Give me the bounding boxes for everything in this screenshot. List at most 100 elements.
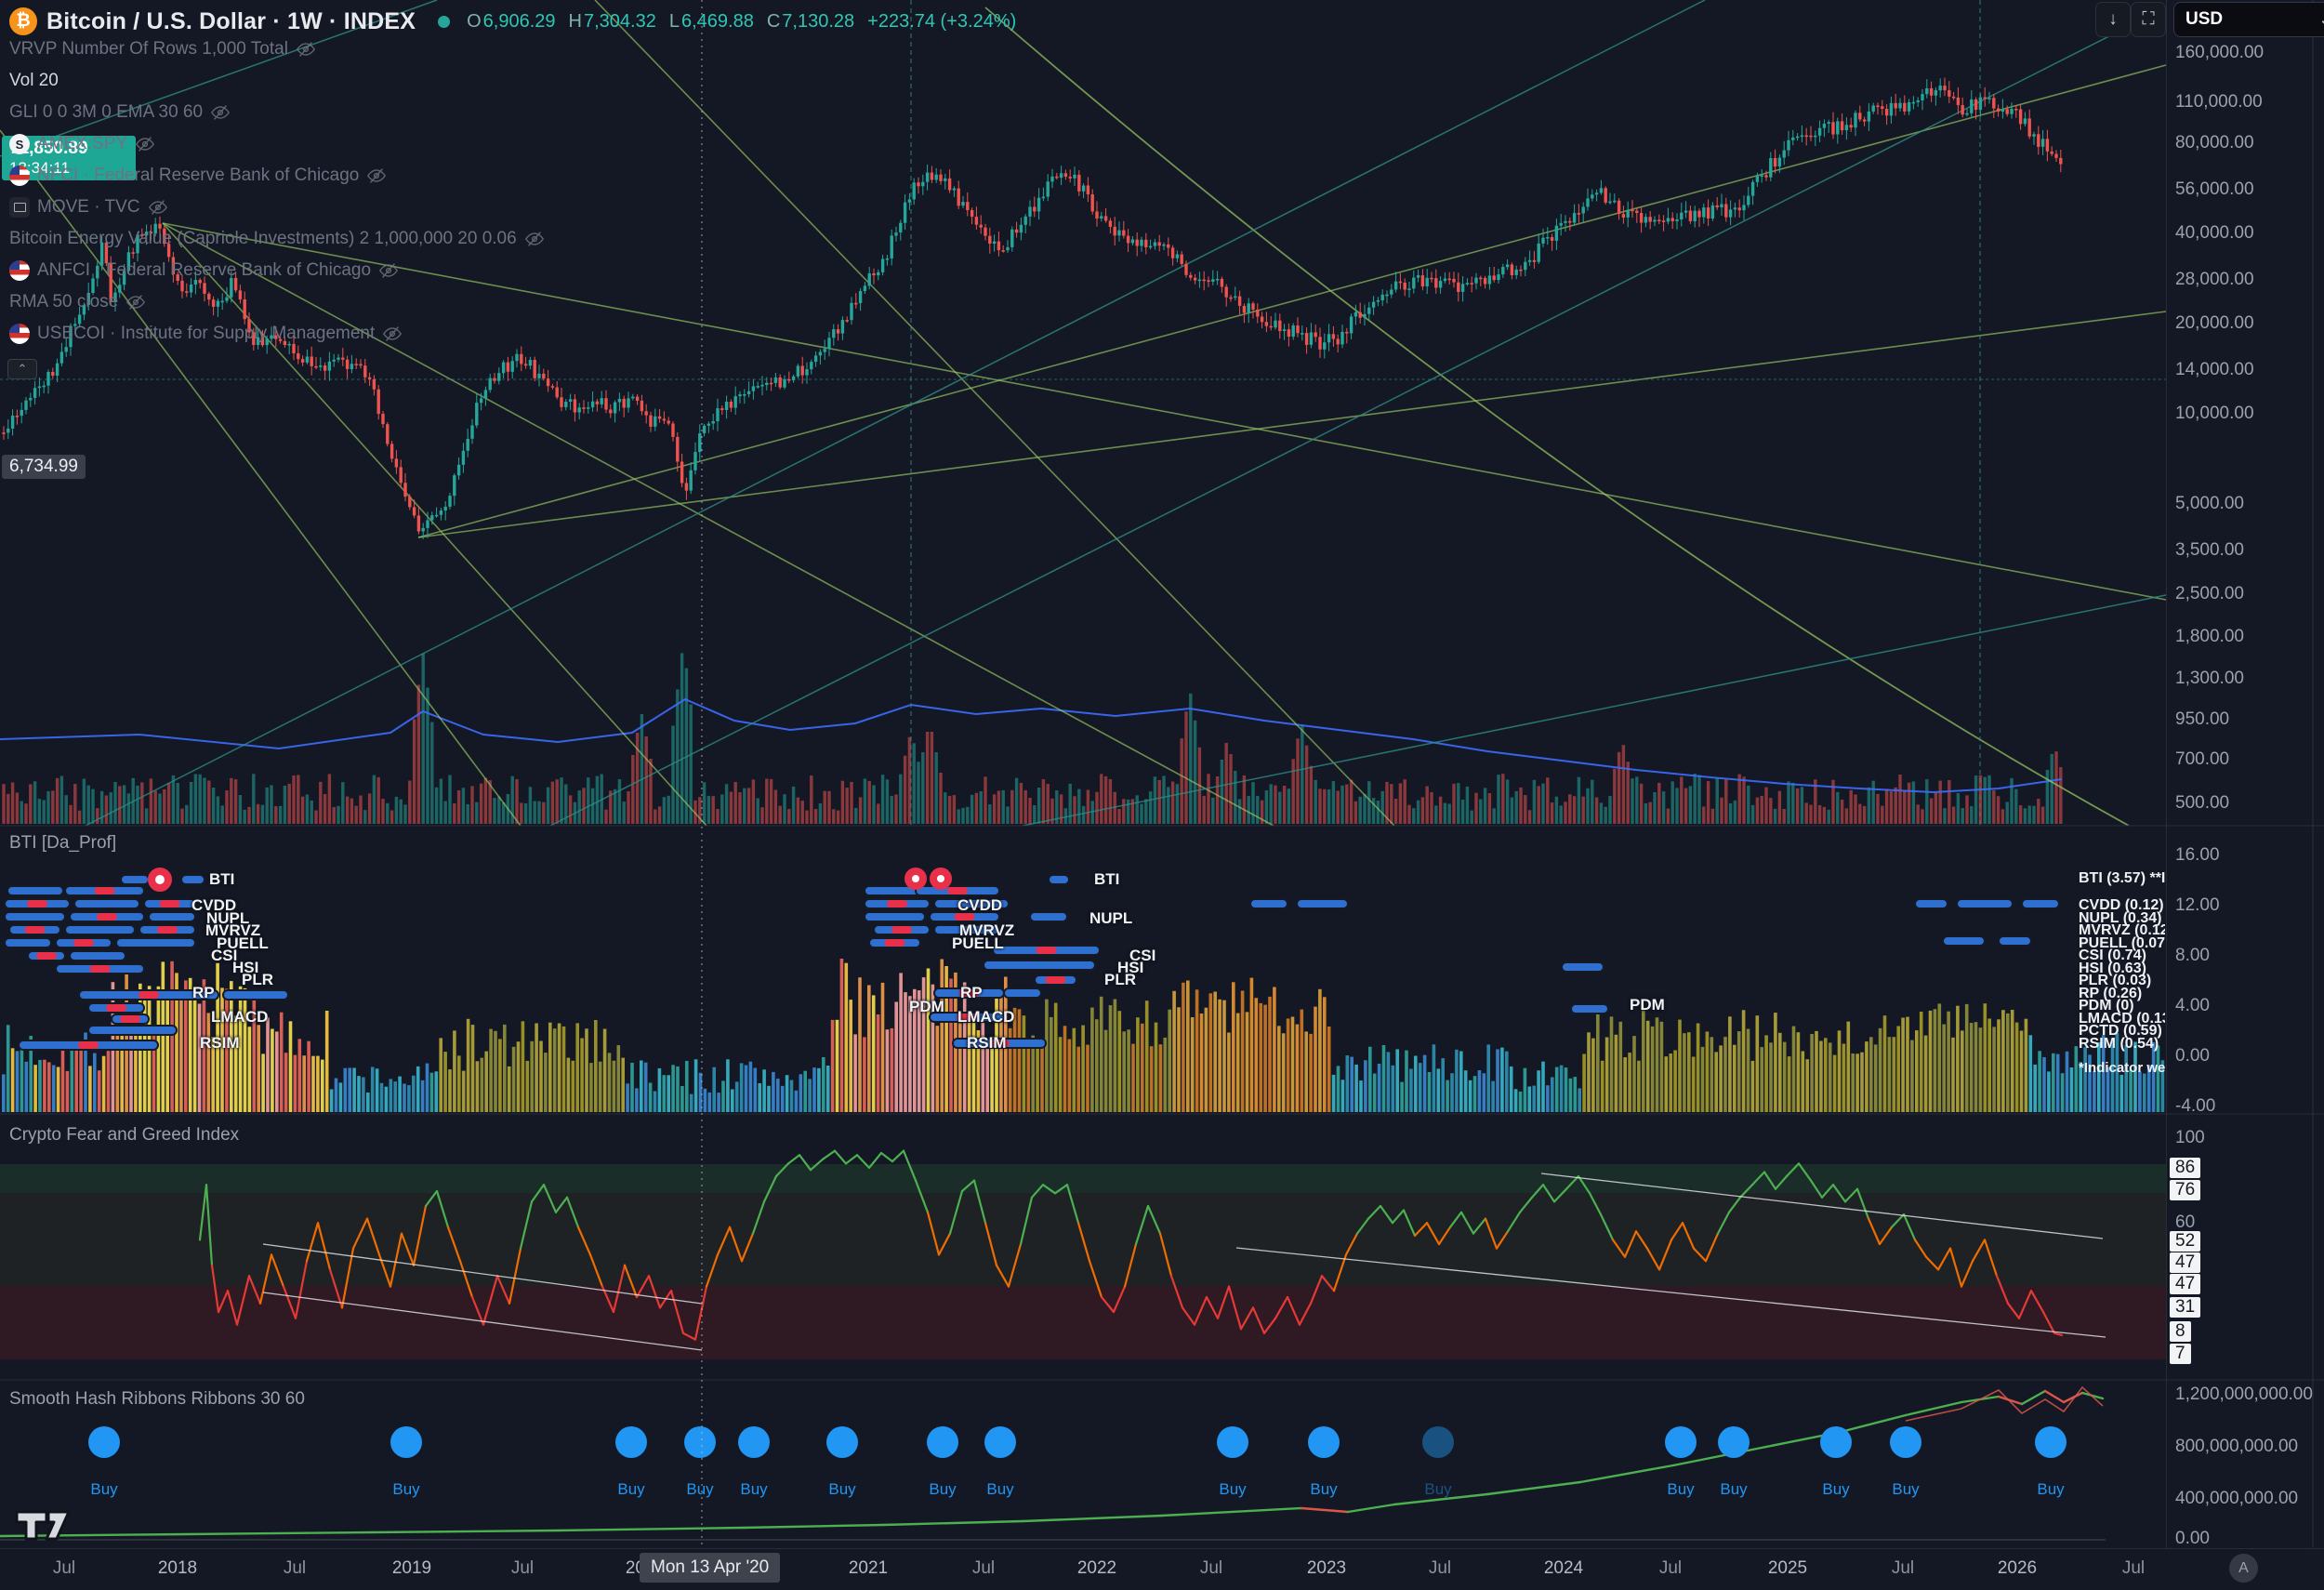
- fear-greed-segment: [205, 1184, 214, 1266]
- eye-off-icon[interactable]: [135, 134, 155, 154]
- buy-signal-icon[interactable]: [1820, 1426, 1852, 1458]
- fear-greed-pane-title[interactable]: Crypto Fear and Greed Index: [9, 1125, 240, 1145]
- eye-off-icon[interactable]: [366, 166, 387, 186]
- candle-body: [434, 514, 439, 517]
- volume-bar: [1117, 809, 1121, 824]
- trend-line[interactable]: [549, 7, 2167, 827]
- fg-trend-line[interactable]: [1540, 1173, 2104, 1239]
- fan-line[interactable]: [0, 129, 522, 827]
- bti-bar: [179, 997, 183, 1112]
- trend-line[interactable]: [0, 0, 438, 157]
- price-axis[interactable]: [2166, 0, 2324, 1590]
- currency-dropdown[interactable]: USD ⌄: [2173, 2, 2324, 37]
- buy-signal-icon[interactable]: [615, 1426, 647, 1458]
- volume-bar: [912, 743, 916, 824]
- volume-bar: [1532, 779, 1537, 824]
- fear-greed-segment: [400, 1232, 416, 1266]
- indicator-row[interactable]: Vol 20: [9, 71, 59, 91]
- indicator-row[interactable]: Bitcoin Energy Value (Capriole Investmen…: [9, 229, 545, 249]
- hash-ribbons-pane-title[interactable]: Smooth Hash Ribbons Ribbons 30 60: [9, 1389, 305, 1409]
- fan-line[interactable]: [162, 222, 2167, 601]
- buy-signal-icon[interactable]: [1308, 1426, 1340, 1458]
- symbol-title[interactable]: Bitcoin / U.S. Dollar · 1W · INDEX: [46, 7, 416, 34]
- fear-greed-segment: [1262, 1317, 1277, 1334]
- fg-trend-line[interactable]: [262, 1292, 703, 1351]
- indicator-row[interactable]: ANFCI · Federal Reserve Bank of Chicago: [9, 260, 399, 281]
- fg-level-label: 86: [2170, 1158, 2201, 1178]
- bti-pane-title[interactable]: BTI [Da_Prof]: [9, 833, 117, 853]
- eye-off-icon[interactable]: [125, 292, 146, 312]
- eye-off-icon[interactable]: [210, 102, 231, 123]
- indicator-row[interactable]: MOVE · TVC: [9, 197, 168, 218]
- fan-line[interactable]: [162, 222, 1274, 827]
- bti-bar: [544, 1053, 548, 1112]
- fg-trend-line[interactable]: [1235, 1247, 2106, 1338]
- eye-off-icon[interactable]: [378, 260, 399, 281]
- buy-signal-icon[interactable]: [738, 1426, 770, 1458]
- candle-body: [925, 172, 930, 182]
- volume-bar: [582, 788, 586, 824]
- bti-bar: [1869, 1037, 1873, 1112]
- volume-bar: [2018, 805, 2023, 824]
- buy-signal-icon[interactable]: [390, 1426, 422, 1458]
- volume-bar: [1613, 768, 1617, 824]
- candle-body: [1951, 96, 1956, 99]
- buy-signal-icon[interactable]: [826, 1426, 858, 1458]
- indicator-row[interactable]: USBCOI · Institute for Supply Management: [9, 324, 403, 344]
- indicator-row[interactable]: S AMEX:SPY: [9, 134, 155, 154]
- buy-signal-icon[interactable]: [684, 1426, 716, 1458]
- indicator-row[interactable]: VRVP Number Of Rows 1,000 Total: [9, 39, 316, 60]
- volume-bar: [96, 808, 99, 824]
- indicator-row[interactable]: GLI 0 0 3M 0 EMA 30 60: [9, 102, 231, 123]
- bti-bar: [1778, 1032, 1782, 1112]
- trend-line[interactable]: [85, 0, 1706, 827]
- bti-bar: [1842, 1043, 1846, 1112]
- fear-greed-segment: [1227, 1285, 1243, 1331]
- bti-bar: [1281, 1033, 1286, 1112]
- eye-off-icon[interactable]: [148, 197, 168, 218]
- fan-line[interactable]: [417, 64, 2167, 538]
- candle-body: [1202, 279, 1206, 282]
- candle-body: [1211, 279, 1215, 282]
- indicator-row[interactable]: RMA 50 close: [9, 292, 146, 312]
- timezone-logo-button[interactable]: A: [2229, 1554, 2258, 1583]
- candle-body: [1063, 173, 1068, 177]
- buy-signal-icon[interactable]: [927, 1426, 958, 1458]
- buy-signal-icon[interactable]: [88, 1426, 120, 1458]
- indicator-row[interactable]: NFCI · Federal Reserve Bank of Chicago: [9, 166, 387, 186]
- download-button[interactable]: ↓: [2095, 2, 2131, 37]
- buy-signal-icon[interactable]: [1890, 1426, 1921, 1458]
- buy-signal-icon[interactable]: [1718, 1426, 1750, 1458]
- eye-off-icon[interactable]: [296, 39, 316, 60]
- eye-off-icon[interactable]: [524, 229, 545, 249]
- eye-off-icon[interactable]: [382, 324, 403, 344]
- fear-greed-segment: [751, 1200, 766, 1235]
- time-axis[interactable]: [0, 1548, 2324, 1590]
- bti-bar: [794, 1090, 799, 1112]
- volume-bar: [367, 793, 372, 824]
- fear-greed-segment: [1251, 1306, 1266, 1334]
- buy-signal-icon[interactable]: [1422, 1426, 1454, 1458]
- fullscreen-button[interactable]: ⛶: [2131, 2, 2166, 37]
- buy-signal-icon[interactable]: [1665, 1426, 1697, 1458]
- volume-bar: [1492, 808, 1496, 824]
- candle-body: [649, 415, 653, 427]
- fan-line[interactable]: [162, 222, 707, 827]
- buy-signal-icon[interactable]: [1217, 1426, 1248, 1458]
- collapse-legend-button[interactable]: ⌃: [7, 359, 37, 379]
- candle-body: [2, 432, 6, 434]
- fan-line[interactable]: [417, 311, 2167, 538]
- candle-body: [1301, 333, 1304, 335]
- volume-bar: [992, 794, 997, 824]
- fan-curve[interactable]: [984, 7, 2130, 827]
- buy-signal-icon[interactable]: [2035, 1426, 2067, 1458]
- candle-body: [966, 202, 970, 210]
- volume-bar: [2027, 805, 2031, 824]
- fan-line[interactable]: [594, 0, 1395, 827]
- fear-greed-segment: [1611, 1239, 1627, 1258]
- tradingview-logo[interactable]: [15, 1510, 71, 1541]
- buy-signal-icon[interactable]: [984, 1426, 1016, 1458]
- trend-line[interactable]: [1022, 594, 2167, 827]
- fg-trend-line[interactable]: [262, 1243, 703, 1305]
